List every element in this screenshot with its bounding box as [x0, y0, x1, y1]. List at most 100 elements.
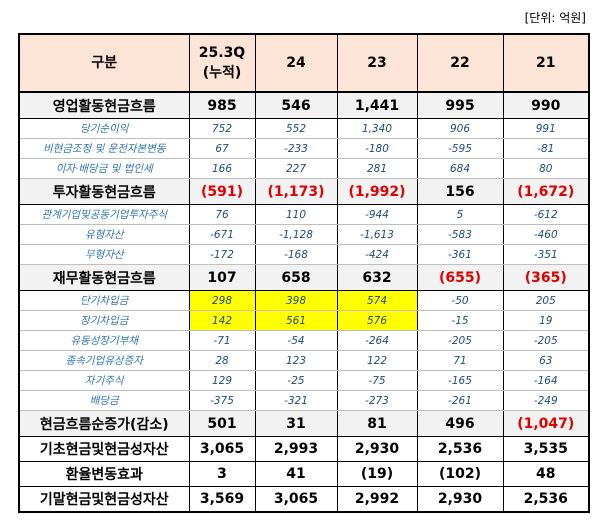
row-label: 이자·배당금 및 법인세 — [18, 158, 190, 179]
row-label: 유동성장기부채 — [18, 330, 190, 351]
value-cell: 3,065 — [254, 486, 338, 513]
value-cell: -54 — [254, 330, 338, 351]
value-cell: -172 — [188, 244, 256, 265]
value-cell: 398 — [254, 290, 338, 311]
value-cell: -264 — [336, 330, 418, 351]
table-row: 관계기업및공동기업투자주식 76 110 -944 5 -612 — [18, 204, 590, 225]
value-cell: 142 — [188, 310, 256, 331]
value-cell: 281 — [336, 158, 418, 179]
table-row: 기말현금및현금성자산 3,569 3,065 2,992 2,930 2,536 — [18, 486, 590, 513]
value-cell: -612 — [502, 204, 590, 225]
period: 24 — [286, 55, 306, 71]
value-cell: -261 — [416, 390, 504, 411]
value-cell: 129 — [188, 370, 256, 391]
period: 21 — [536, 55, 556, 71]
value-cell: -424 — [336, 244, 418, 265]
value-cell: -205 — [502, 330, 590, 351]
value-cell: -81 — [502, 138, 590, 159]
value-cell: -1,613 — [336, 224, 418, 245]
table-row: 재무활동현금흐름 107 658 632 (655) (365) — [18, 264, 590, 291]
row-label: 유형자산 — [18, 224, 190, 245]
value-cell: 906 — [416, 118, 504, 139]
table-row: 종속기업유상증자 28 123 122 71 63 — [18, 350, 590, 371]
table-row: 유형자산 -671 -1,128 -1,613 -583 -460 — [18, 224, 590, 245]
value-cell: 71 — [416, 350, 504, 371]
row-label: 무형자산 — [18, 244, 190, 265]
value-cell: -168 — [254, 244, 338, 265]
row-label: 당기순이익 — [18, 118, 190, 139]
value-cell: 298 — [188, 290, 256, 311]
value-cell: (19) — [336, 461, 418, 487]
value-cell: (365) — [502, 264, 590, 291]
value-cell: -671 — [188, 224, 256, 245]
value-cell: (1,047) — [502, 410, 590, 437]
value-cell: 2,930 — [416, 486, 504, 513]
value-cell: 552 — [254, 118, 338, 139]
value-cell: (102) — [416, 461, 504, 487]
value-cell: 3 — [188, 461, 256, 487]
value-cell: 5 — [416, 204, 504, 225]
header-cell: 25.3Q (누적) — [188, 34, 256, 93]
value-cell: -1,128 — [254, 224, 338, 245]
value-cell: 31 — [254, 410, 338, 437]
value-cell: 752 — [188, 118, 256, 139]
value-cell: -375 — [188, 390, 256, 411]
value-cell: -180 — [336, 138, 418, 159]
table-row: 환율변동효과 3 41 (19) (102) 48 — [18, 461, 590, 487]
table-row: 이자·배당금 및 법인세 166 227 281 684 80 — [18, 158, 590, 179]
header-cell: 23 — [336, 34, 418, 93]
value-cell: 205 — [502, 290, 590, 311]
value-cell: 3,535 — [502, 436, 590, 462]
table-row: 무형자산 -172 -168 -424 -361 -351 — [18, 244, 590, 265]
value-cell: 2,993 — [254, 436, 338, 462]
value-cell: -165 — [416, 370, 504, 391]
row-label: 배당금 — [18, 390, 190, 411]
row-label: 비현금조정 및 운전자본변동 — [18, 138, 190, 159]
header-cell: 24 — [254, 34, 338, 93]
value-cell: 632 — [336, 264, 418, 291]
value-cell: -164 — [502, 370, 590, 391]
row-label: 장기차입금 — [18, 310, 190, 331]
value-cell: -321 — [254, 390, 338, 411]
value-cell: 995 — [416, 91, 504, 119]
value-cell: 3,065 — [188, 436, 256, 462]
table-row: 장기차입금 142 561 576 -15 19 — [18, 310, 590, 331]
value-cell: (1,672) — [502, 178, 590, 205]
value-cell: (655) — [416, 264, 504, 291]
value-cell: 576 — [336, 310, 418, 331]
value-cell: 122 — [336, 350, 418, 371]
value-cell: 123 — [254, 350, 338, 371]
table-row: 영업활동현금흐름 985 546 1,441 995 990 — [18, 91, 590, 119]
table-row: 기초현금및현금성자산 3,065 2,993 2,930 2,536 3,535 — [18, 436, 590, 462]
table-body: 영업활동현금흐름 985 546 1,441 995 990 당기순이익 752 552 1,34… — [18, 91, 590, 513]
value-cell: (591) — [188, 178, 256, 205]
value-cell: (1,992) — [336, 178, 418, 205]
table-row: 비현금조정 및 운전자본변동 67 -233 -180 -595 -81 — [18, 138, 590, 159]
header-cell: 구분 — [18, 34, 190, 93]
value-cell: 3,569 — [188, 486, 256, 513]
value-cell: 67 — [188, 138, 256, 159]
value-cell: 41 — [254, 461, 338, 487]
value-cell: -205 — [416, 330, 504, 351]
value-cell: 156 — [416, 178, 504, 205]
value-cell: 28 — [188, 350, 256, 371]
value-cell: -71 — [188, 330, 256, 351]
value-cell: 166 — [188, 158, 256, 179]
value-cell: 990 — [502, 91, 590, 119]
cash-flow-table: 구분 25.3Q (누적) 24 23 22 21 영업활동현금흐름 985 546 1,441 9… — [18, 33, 590, 513]
row-label: 현금흐름순증가(감소) — [18, 410, 190, 437]
value-cell: 227 — [254, 158, 338, 179]
value-cell: 81 — [336, 410, 418, 437]
value-cell: 561 — [254, 310, 338, 331]
table-row: 투자활동현금흐름 (591) (1,173) (1,992) 156 (1,672) — [18, 178, 590, 205]
value-cell: 76 — [188, 204, 256, 225]
value-cell: 991 — [502, 118, 590, 139]
table-row: 유동성장기부채 -71 -54 -264 -205 -205 — [18, 330, 590, 351]
row-label: 단기차입금 — [18, 290, 190, 311]
value-cell: 2,930 — [336, 436, 418, 462]
value-cell: -75 — [336, 370, 418, 391]
value-cell: -25 — [254, 370, 338, 391]
row-label: 기말현금및현금성자산 — [18, 486, 190, 513]
header-cell: 21 — [502, 34, 590, 93]
value-cell: 546 — [254, 91, 338, 119]
